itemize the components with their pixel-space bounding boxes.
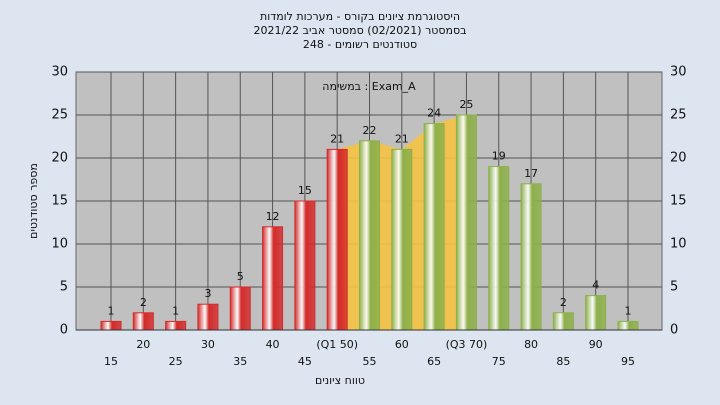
y2-tick-label: 5 <box>670 280 678 295</box>
value-label: 2 <box>560 296 567 309</box>
y-tick-label: 30 <box>51 65 68 80</box>
x-tick-label: 95 <box>621 355 635 368</box>
y-tick-label: 15 <box>51 194 68 209</box>
bar <box>197 303 219 331</box>
bar <box>488 166 510 331</box>
y-axis-label: מספר סטודנטים <box>27 163 40 239</box>
y2-tick-label: 25 <box>670 108 687 123</box>
bar <box>294 200 316 331</box>
value-label: 2 <box>140 296 147 309</box>
y2-tick-label: 30 <box>670 65 687 80</box>
value-label: 5 <box>237 270 244 283</box>
x-tick-label: (Q3 70) <box>446 338 488 351</box>
bar <box>455 114 477 331</box>
x-tick-label: 85 <box>556 355 570 368</box>
value-label: 3 <box>204 287 211 300</box>
bar <box>132 312 154 331</box>
value-label: 1 <box>172 304 179 317</box>
chart-subtitle: בסמסטר (02/2021) סמסטר אביב 2021/22 <box>253 24 466 37</box>
y-tick-label: 5 <box>60 280 68 295</box>
y2-tick-label: 10 <box>670 237 687 252</box>
chart-title: היסטוגרמת ציונים בקורס - מערכות לומדות <box>260 10 460 23</box>
bar <box>262 226 284 331</box>
x-tick-label: 75 <box>492 355 506 368</box>
value-label: 19 <box>492 150 506 163</box>
y-tick-label: 25 <box>51 108 68 123</box>
value-label: 17 <box>524 167 538 180</box>
y2-tick-label: 20 <box>670 151 687 166</box>
bar <box>617 320 639 331</box>
x-tick-label: 40 <box>266 338 280 351</box>
bar <box>585 295 607 331</box>
x-tick-label: 55 <box>363 355 377 368</box>
x-tick-label: 60 <box>395 338 409 351</box>
value-label: 12 <box>266 210 280 223</box>
value-label: 22 <box>363 124 377 137</box>
x-tick-label: 45 <box>298 355 312 368</box>
x-axis-label: טווח ציונים <box>315 374 365 387</box>
y-tick-label: 10 <box>51 237 68 252</box>
x-tick-label: (Q1 50) <box>316 338 358 351</box>
bar <box>229 286 251 331</box>
x-tick-label: 25 <box>169 355 183 368</box>
x-tick-label: 90 <box>589 338 603 351</box>
chart-subtitle: סטודנטים רשומים - 248 <box>303 38 417 51</box>
x-tick-label: 15 <box>104 355 118 368</box>
x-tick-label: 65 <box>427 355 441 368</box>
y2-tick-label: 0 <box>670 323 678 338</box>
x-tick-label: 35 <box>233 355 247 368</box>
bar <box>552 312 574 331</box>
bar <box>165 320 187 331</box>
y2-tick-label: 15 <box>670 194 687 209</box>
value-label: 4 <box>592 279 599 292</box>
x-tick-label: 30 <box>201 338 215 351</box>
value-label: 21 <box>330 132 344 145</box>
value-label: 24 <box>427 107 441 120</box>
bar <box>520 183 542 331</box>
value-label: 1 <box>108 304 115 317</box>
value-label: 15 <box>298 184 312 197</box>
x-tick-label: 80 <box>524 338 538 351</box>
bar <box>391 148 413 331</box>
bar <box>326 148 348 331</box>
x-tick-label: 20 <box>136 338 150 351</box>
y-tick-label: 20 <box>51 151 68 166</box>
bar <box>358 140 381 331</box>
value-label: 21 <box>395 132 409 145</box>
value-label: 1 <box>625 304 632 317</box>
value-label: 25 <box>459 98 473 111</box>
y-tick-label: 0 <box>60 323 68 338</box>
bar <box>100 320 122 331</box>
bar <box>423 123 445 331</box>
